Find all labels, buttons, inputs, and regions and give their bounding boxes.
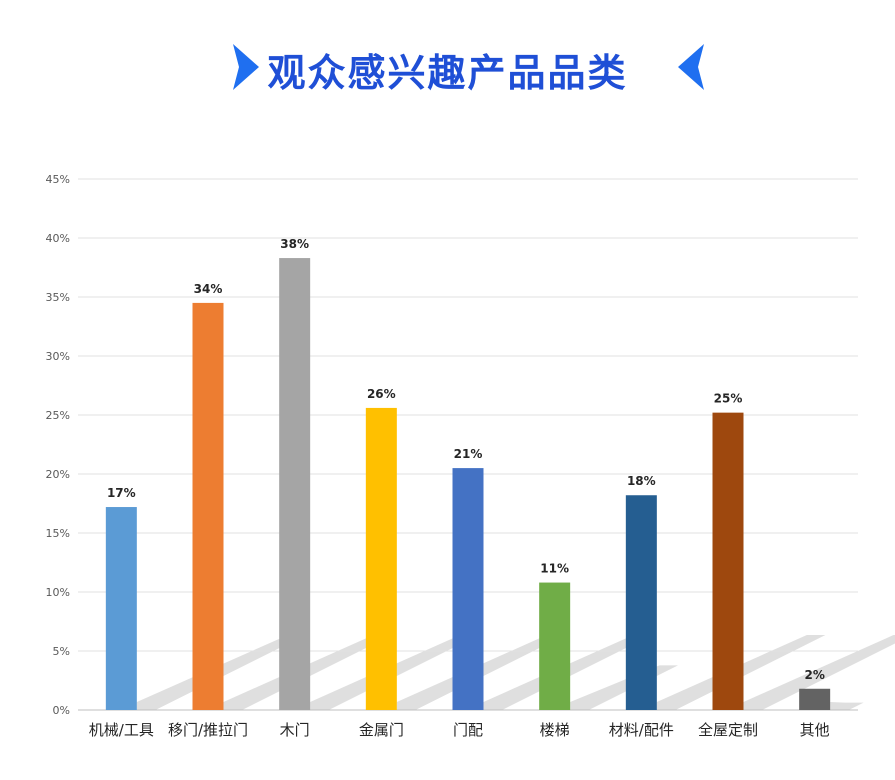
y-tick-label: 45% [46,173,70,186]
data-label: 2% [804,668,824,682]
y-tick-label: 0% [53,704,70,717]
x-tick-label: 门配 [453,721,483,739]
data-label: 34% [194,282,223,296]
x-tick-label: 金属门 [359,721,404,739]
bar [192,302,224,710]
x-tick-label: 木门 [280,721,310,739]
y-tick-label: 10% [46,586,70,599]
y-axis: 0% 5% 10% 15% 20% 25% 30% 35% 40% 45% [46,173,70,717]
y-tick-label: 35% [46,291,70,304]
y-tick-label: 15% [46,527,70,540]
bar [365,407,397,710]
bars [105,258,831,710]
bar [799,688,831,710]
data-labels: 17% 34% 38% 26% 21% 11% 18% 25% 2% [107,237,825,682]
x-tick-label: 材料/配件 [609,721,674,739]
y-tick-label: 30% [46,350,70,363]
x-tick-label: 全屋定制 [698,721,758,739]
bar-shadow [743,635,895,710]
y-tick-label: 40% [46,232,70,245]
data-label: 21% [454,447,483,461]
bar-shadow [830,702,864,710]
x-tick-label: 楼梯 [540,721,570,739]
right-arrow-icon [233,44,259,90]
bar-shadows [136,635,895,710]
x-tick-label: 其他 [800,721,830,739]
data-label: 11% [540,562,569,576]
x-tick-label: 移门/推拉门 [168,721,248,739]
left-arrow-icon [678,44,704,90]
x-axis: 机械/工具 移门/推拉门 木门 金属门 门配 楼梯 材料/配件 全屋定制 其他 [89,721,830,739]
bar [279,258,311,710]
data-label: 17% [107,486,136,500]
bar [452,468,484,710]
bar [712,412,744,710]
bar [539,582,571,710]
bar [625,495,657,710]
bar [105,507,137,710]
data-label: 18% [627,474,656,488]
x-tick-label: 机械/工具 [89,721,154,739]
data-label: 26% [367,387,396,401]
data-label: 38% [280,237,309,251]
y-tick-label: 5% [53,645,70,658]
chart-title: 观众感兴趣产品品类 [267,51,628,95]
title-banner: 观众感兴趣产品品类 [0,0,895,130]
y-tick-label: 20% [46,468,70,481]
data-label: 25% [714,392,743,406]
y-tick-label: 25% [46,409,70,422]
